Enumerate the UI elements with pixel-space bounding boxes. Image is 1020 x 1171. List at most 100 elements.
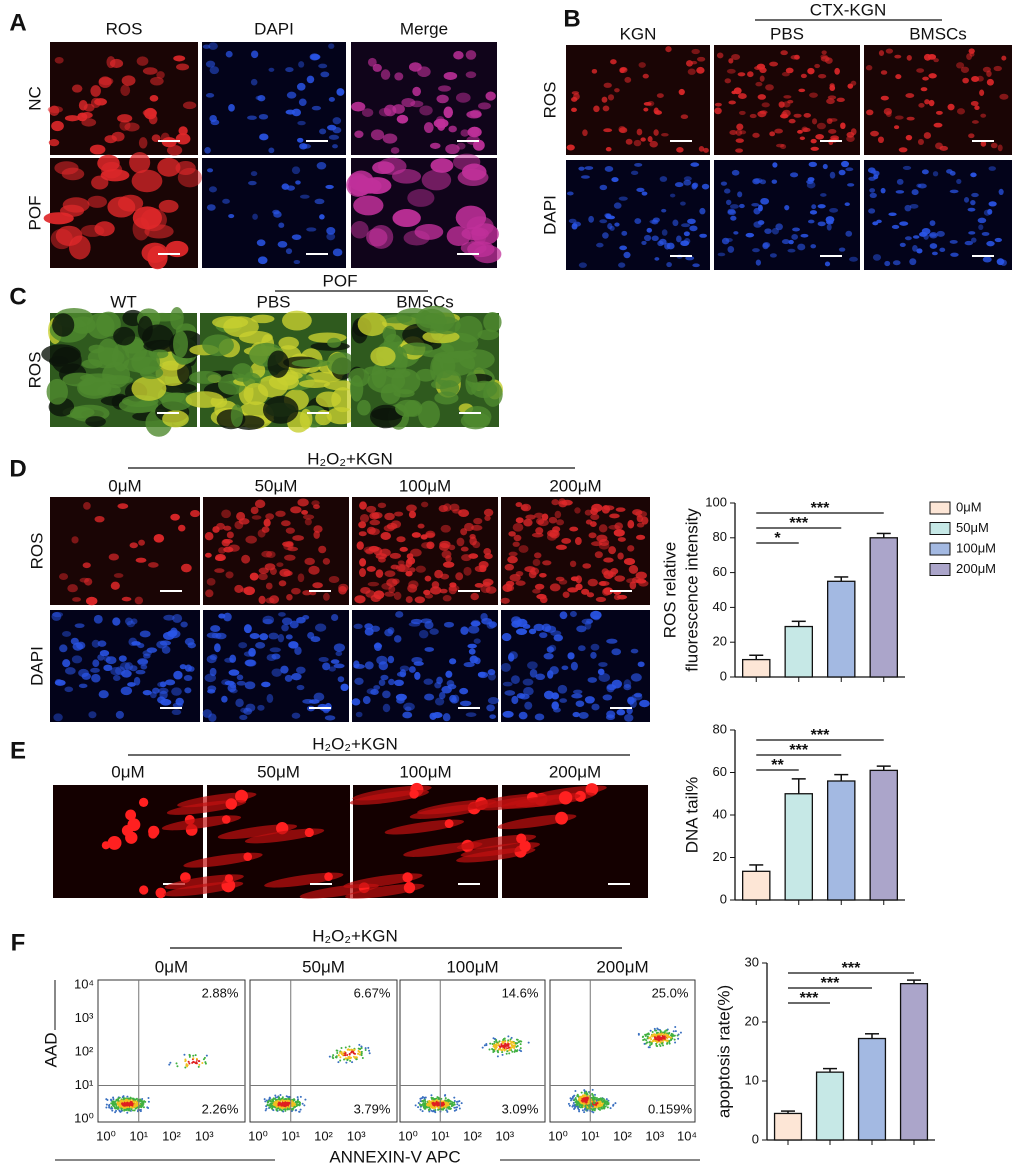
significance-label: *** bbox=[811, 500, 830, 517]
event bbox=[581, 1109, 584, 1112]
event bbox=[649, 1029, 652, 1032]
cell bbox=[148, 562, 159, 568]
cell bbox=[821, 50, 827, 55]
event bbox=[509, 1038, 512, 1041]
cell bbox=[330, 614, 339, 622]
cell bbox=[225, 50, 233, 58]
cell bbox=[328, 666, 336, 672]
cell bbox=[849, 256, 858, 262]
cell bbox=[572, 711, 580, 718]
event bbox=[666, 1042, 669, 1045]
event bbox=[668, 1039, 671, 1042]
event bbox=[197, 1065, 200, 1068]
cell bbox=[762, 242, 769, 250]
cell bbox=[59, 573, 69, 580]
cell bbox=[477, 671, 486, 677]
event bbox=[328, 1055, 331, 1058]
cell bbox=[817, 221, 826, 227]
event bbox=[278, 1098, 281, 1101]
cell bbox=[574, 537, 582, 546]
event bbox=[348, 1052, 351, 1055]
cell bbox=[423, 122, 434, 133]
cell bbox=[986, 78, 994, 86]
cell bbox=[280, 665, 289, 674]
event bbox=[513, 1044, 516, 1047]
cell bbox=[608, 524, 621, 530]
cell bbox=[484, 553, 493, 560]
event bbox=[436, 1099, 439, 1102]
cell bbox=[780, 50, 788, 56]
cell bbox=[206, 204, 216, 211]
event bbox=[117, 1099, 120, 1102]
cell bbox=[592, 615, 600, 621]
event bbox=[136, 1106, 139, 1109]
cell bbox=[878, 50, 885, 56]
label: 0μM bbox=[155, 957, 188, 976]
event bbox=[105, 1103, 108, 1106]
cell bbox=[59, 644, 68, 653]
event bbox=[424, 1100, 427, 1103]
cell bbox=[108, 553, 120, 561]
event bbox=[661, 1035, 664, 1038]
cell bbox=[515, 570, 524, 577]
cell bbox=[572, 221, 582, 227]
cell bbox=[110, 581, 120, 590]
cell bbox=[348, 175, 373, 197]
cell bbox=[512, 541, 520, 547]
cell bbox=[653, 129, 659, 136]
cell bbox=[548, 516, 558, 524]
tissue-spot bbox=[327, 337, 341, 348]
cell bbox=[631, 576, 642, 584]
cell bbox=[328, 134, 340, 140]
cell bbox=[241, 554, 251, 564]
cell bbox=[721, 237, 730, 245]
cell bbox=[929, 220, 936, 227]
cell bbox=[999, 93, 1009, 100]
cell bbox=[729, 204, 739, 209]
cell bbox=[635, 534, 646, 540]
cell bbox=[118, 655, 127, 662]
cell bbox=[252, 213, 258, 220]
event bbox=[348, 1045, 351, 1048]
cell bbox=[921, 169, 929, 175]
cell bbox=[556, 519, 565, 526]
cell bbox=[386, 522, 398, 530]
y-tick-label: 10 bbox=[745, 1072, 759, 1087]
cell bbox=[314, 198, 325, 205]
significance-label: *** bbox=[821, 975, 840, 992]
event bbox=[128, 1109, 131, 1112]
y-tick-label: 0 bbox=[752, 1131, 759, 1146]
flow-plot bbox=[97, 979, 246, 1123]
label: 0μM bbox=[108, 476, 141, 495]
event bbox=[124, 1103, 127, 1106]
cell bbox=[128, 637, 138, 647]
event bbox=[122, 1095, 125, 1098]
cell bbox=[248, 180, 257, 186]
event bbox=[491, 1043, 494, 1046]
cell bbox=[511, 616, 522, 625]
cell bbox=[297, 498, 309, 507]
event bbox=[655, 1042, 658, 1045]
cell bbox=[617, 552, 624, 560]
cell bbox=[634, 162, 643, 167]
cell bbox=[894, 54, 902, 59]
event bbox=[574, 1090, 577, 1093]
label: 100μM bbox=[446, 957, 498, 976]
event bbox=[339, 1056, 342, 1059]
cell bbox=[236, 674, 244, 681]
event bbox=[650, 1038, 653, 1041]
event bbox=[288, 1099, 291, 1102]
label: 2.26% bbox=[202, 1101, 239, 1116]
cell bbox=[761, 102, 770, 108]
cell bbox=[214, 568, 225, 573]
cell bbox=[785, 67, 794, 74]
event bbox=[504, 1040, 507, 1043]
cell bbox=[278, 580, 287, 587]
cell bbox=[284, 554, 296, 561]
cell bbox=[291, 234, 302, 240]
event bbox=[666, 1036, 669, 1039]
cell bbox=[838, 169, 846, 176]
cell bbox=[982, 66, 991, 73]
cell bbox=[489, 714, 496, 719]
cell bbox=[263, 518, 271, 527]
